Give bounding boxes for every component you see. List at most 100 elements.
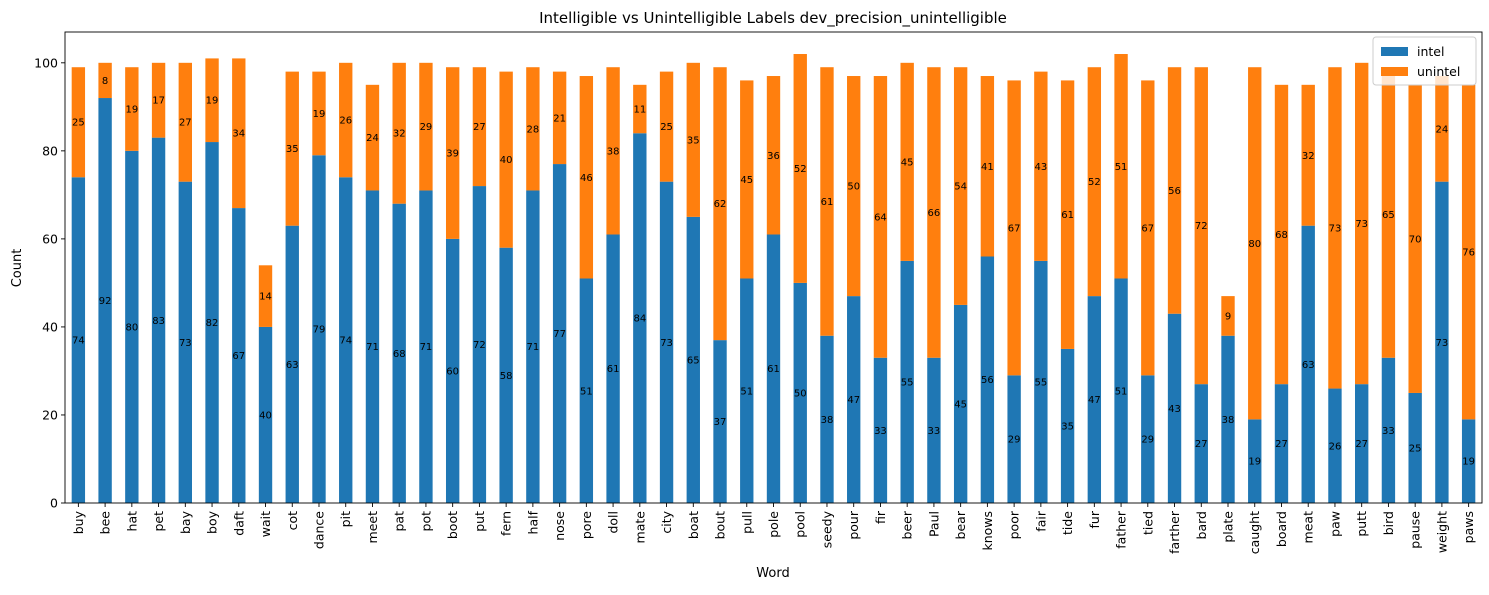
x-tick-label: pore: [579, 511, 594, 539]
bar-intel: [419, 190, 433, 503]
x-tick-label: wait: [258, 511, 273, 537]
x-tick-label: paw: [1327, 511, 1342, 537]
bar-unintel: [1114, 54, 1128, 279]
bar-intel: [1114, 278, 1128, 503]
bar-intel: [1248, 419, 1262, 503]
bar-label-intel: 56: [981, 375, 994, 386]
bar-label-unintel: 66: [928, 208, 941, 219]
x-tick-label: beer: [900, 510, 915, 539]
bar-label-unintel: 68: [1275, 230, 1288, 241]
bar-label-intel: 47: [847, 395, 860, 406]
bar-label-unintel: 76: [1462, 248, 1475, 259]
bar-intel: [258, 326, 273, 503]
bar-intel: [1007, 375, 1021, 503]
bar-label-unintel: 45: [901, 157, 914, 168]
bar-intel: [793, 282, 807, 503]
bar-intel: [980, 256, 995, 503]
y-tick-label: 0: [50, 496, 58, 511]
bar-unintel: [1034, 71, 1048, 261]
bar-label-intel: 40: [259, 410, 272, 421]
bar-intel: [1461, 419, 1476, 503]
bar-label-intel: 72: [473, 340, 486, 351]
bar-intel: [873, 357, 888, 503]
y-tick-label: 20: [42, 407, 58, 422]
bar-unintel: [873, 76, 888, 358]
bar-label-unintel: 9: [1225, 311, 1231, 322]
bar-label-unintel: 36: [767, 151, 780, 162]
bar-intel: [232, 208, 246, 503]
y-axis: 0 20 40 60 80 100: [34, 55, 65, 511]
bar-unintel: [258, 265, 273, 327]
y-axis-label: Count: [10, 249, 25, 288]
bar-unintel: [740, 80, 754, 279]
bar-label-unintel: 73: [1355, 219, 1368, 230]
x-tick-label: plate: [1221, 511, 1236, 543]
x-tick-label: buy: [71, 510, 86, 534]
bar-label-unintel: 61: [821, 197, 834, 208]
bar-unintel: [98, 62, 112, 99]
bar-label-intel: 79: [313, 325, 326, 336]
bar-label-unintel: 51: [1115, 162, 1128, 173]
chart-title: Intelligible vs Unintelligible Labels de…: [539, 9, 1007, 28]
x-tick-label: father: [1114, 510, 1129, 549]
bar-intel: [847, 296, 861, 503]
bar-unintel: [1167, 67, 1182, 314]
legend-label-unintel: unintel: [1417, 64, 1460, 79]
bar-intel: [526, 190, 540, 503]
bar-label-intel: 55: [1034, 377, 1047, 388]
bar-intel: [740, 278, 754, 503]
bar-label-unintel: 73: [1329, 223, 1342, 234]
bar-label-unintel: 27: [179, 118, 192, 129]
bar-label-unintel: 32: [1302, 151, 1315, 162]
x-tick-label: daft: [231, 511, 246, 536]
bar-label-intel: 63: [1302, 360, 1315, 371]
bar-label-intel: 92: [99, 296, 112, 307]
bar-intel: [1087, 296, 1102, 503]
bar-label-intel: 55: [901, 377, 914, 388]
bar-unintel: [659, 71, 674, 182]
bar-label-unintel: 32: [393, 129, 406, 140]
bar-label-unintel: 24: [1436, 124, 1449, 135]
bar-intel: [392, 203, 406, 503]
x-tick-label: hat: [124, 511, 139, 532]
bar-label-unintel: 38: [607, 146, 620, 157]
legend-swatch-intel: [1381, 47, 1408, 56]
bar-label-intel: 73: [179, 338, 192, 349]
x-tick-label: half: [525, 510, 540, 534]
x-tick-label: pole: [766, 511, 781, 538]
bar-unintel: [205, 58, 219, 143]
bar-label-intel: 19: [1248, 457, 1261, 468]
bar-label-unintel: 8: [102, 76, 108, 87]
bar-unintel: [472, 67, 487, 187]
legend-swatch-unintel: [1381, 67, 1408, 76]
bar-label-intel: 38: [1222, 415, 1235, 426]
bar-label-intel: 71: [527, 342, 540, 353]
bar-intel: [1194, 384, 1208, 503]
bar-unintel: [847, 76, 861, 297]
bar-intel: [579, 278, 594, 503]
bar-intel: [285, 225, 299, 503]
y-tick-label: 60: [42, 231, 58, 246]
x-tick-label: meat: [1301, 511, 1316, 544]
bar-intel: [472, 186, 487, 503]
x-tick-label: fern: [499, 511, 514, 536]
bar-label-unintel: 41: [981, 162, 994, 173]
bar-unintel: [900, 62, 914, 261]
x-tick-label: fir: [873, 510, 888, 524]
bar-label-intel: 73: [1436, 338, 1449, 349]
bar-intel: [659, 181, 674, 503]
bar-label-intel: 33: [1382, 426, 1395, 437]
bar-intel: [953, 304, 968, 503]
x-tick-label: bard: [1194, 511, 1209, 539]
bar-intel: [606, 234, 620, 504]
x-tick-label: bout: [713, 511, 728, 540]
bar-unintel: [713, 67, 727, 341]
bar-label-intel: 51: [1115, 386, 1128, 397]
x-tick-label: mate: [632, 511, 647, 544]
bar-intel: [552, 164, 567, 503]
legend: intel unintel: [1372, 36, 1477, 86]
bar-label-intel: 33: [874, 426, 887, 437]
x-tick-label: nose: [552, 511, 567, 541]
bar-unintel: [1408, 84, 1422, 393]
bar-label-unintel: 35: [687, 135, 700, 146]
